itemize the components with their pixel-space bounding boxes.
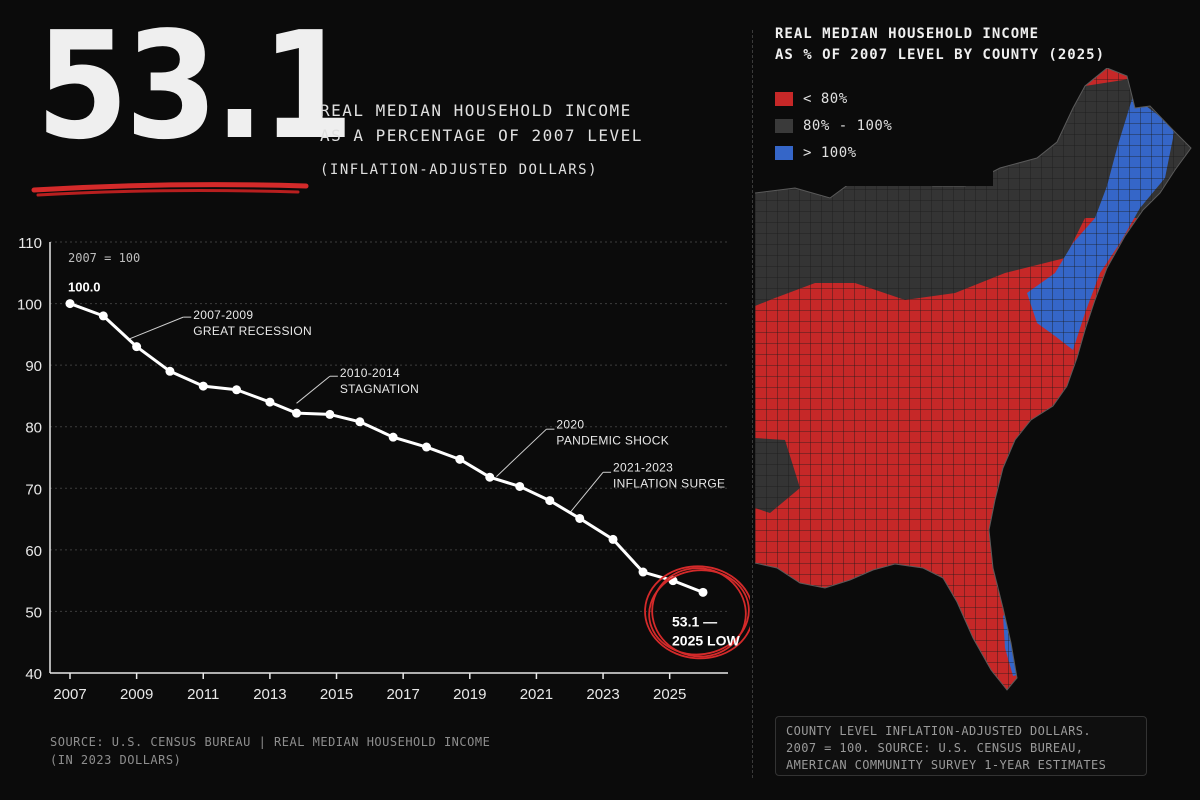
red-brush-underline bbox=[31, 182, 309, 197]
x-tick-label: 2017 bbox=[386, 686, 419, 703]
axes bbox=[49, 242, 728, 679]
hero-value: 53.1 bbox=[36, 0, 354, 172]
panel-divider bbox=[752, 30, 754, 778]
x-tick-label: 2013 bbox=[253, 686, 286, 703]
annotations: 2007-2009 GREAT RECESSION 2010-2014 STAGNAT… bbox=[129, 308, 725, 514]
data-point bbox=[698, 587, 708, 597]
annotation-label: 2020 bbox=[556, 417, 584, 431]
annotation-label: GREAT RECESSION bbox=[193, 324, 312, 338]
data-point bbox=[455, 454, 465, 464]
data-point bbox=[575, 513, 585, 523]
map-note-line-2: 2007 = 100. SOURCE: U.S. CENSUS BUREAU, bbox=[786, 741, 1084, 755]
data-point bbox=[265, 397, 275, 407]
annotation-label: 2007-2009 bbox=[193, 308, 253, 322]
data-point bbox=[545, 496, 555, 506]
map-title: REAL MEDIAN HOUSEHOLD INCOME AS % OF 200… bbox=[775, 24, 1105, 66]
data-label-low-caption: 2025 LOW bbox=[672, 632, 740, 648]
data-point bbox=[132, 342, 142, 352]
x-tick-labels: 2007 2009 2011 2013 2015 2017 2019 2021 2023 2025 bbox=[53, 686, 686, 703]
legend-swatch-gray bbox=[775, 118, 793, 133]
legend-label: 80% - 100% bbox=[803, 117, 893, 134]
data-point bbox=[421, 442, 431, 452]
headline: REAL MEDIAN HOUSEHOLD INCOME AS A PERCEN… bbox=[320, 98, 643, 183]
data-label-start: 100.0 bbox=[68, 280, 101, 295]
y-tick-label: 70 bbox=[25, 481, 42, 498]
annotation-label: 2021-2023 bbox=[613, 461, 673, 475]
data-point bbox=[485, 472, 495, 482]
data-point bbox=[388, 432, 398, 442]
highlight-circle bbox=[644, 565, 750, 660]
y-tick-label: 50 bbox=[25, 604, 42, 621]
annotation-leader bbox=[296, 375, 331, 404]
data-point bbox=[65, 299, 75, 309]
legend-label: > 100% bbox=[803, 144, 857, 161]
x-tick-label: 2009 bbox=[120, 686, 153, 703]
data-point bbox=[515, 481, 525, 491]
map-note: COUNTY LEVEL INFLATION-ADJUSTED DOLLARS.… bbox=[775, 716, 1147, 776]
annotation-label: STAGNATION bbox=[340, 382, 419, 396]
legend-swatch-red bbox=[775, 91, 793, 106]
highlight-circle bbox=[651, 567, 747, 658]
annotation-leader bbox=[129, 316, 184, 340]
map-note-line-1: COUNTY LEVEL INFLATION-ADJUSTED DOLLARS. bbox=[786, 724, 1091, 738]
legend-item-80-100: 80% - 100% bbox=[775, 112, 892, 139]
baseline-note: 2007 = 100 bbox=[68, 251, 140, 265]
x-tick-label: 2011 bbox=[187, 686, 219, 703]
data-point bbox=[98, 311, 108, 321]
data-point bbox=[232, 385, 242, 395]
y-tick-labels: 40 50 60 70 80 90 100 110 bbox=[17, 235, 42, 683]
x-tick-label: 2025 bbox=[653, 686, 686, 703]
source-note: SOURCE: U.S. CENSUS BUREAU | REAL MEDIAN… bbox=[50, 733, 490, 769]
legend-label: < 80% bbox=[803, 90, 848, 107]
series-income bbox=[65, 299, 708, 597]
highlight-circle bbox=[648, 569, 750, 656]
data-point bbox=[325, 409, 335, 419]
annotation-leader bbox=[496, 428, 547, 477]
x-tick-label: 2019 bbox=[453, 686, 486, 703]
y-tick-label: 40 bbox=[25, 666, 42, 683]
legend-swatch-blue bbox=[775, 145, 793, 160]
map-title-line-1: REAL MEDIAN HOUSEHOLD INCOME bbox=[775, 26, 1040, 42]
y-tick-label: 100 bbox=[17, 297, 42, 314]
grid-lines bbox=[50, 241, 728, 612]
map-legend: < 80% 80% - 100% > 100% bbox=[775, 85, 892, 166]
source-line-1: SOURCE: U.S. CENSUS BUREAU | REAL MEDIAN… bbox=[50, 735, 491, 749]
map-coastline bbox=[755, 68, 1192, 691]
map-title-line-2: AS % OF 2007 LEVEL BY COUNTY (2025) bbox=[775, 47, 1106, 63]
data-label-low: 53.1 — bbox=[672, 613, 717, 629]
source-line-2: (IN 2023 DOLLARS) bbox=[50, 753, 182, 767]
headline-subtitle: (INFLATION-ADJUSTED DOLLARS) bbox=[320, 162, 599, 178]
x-tick-label: 2023 bbox=[586, 686, 619, 703]
map-note-line-3: AMERICAN COMMUNITY SURVEY 1-YEAR ESTIMAT… bbox=[786, 758, 1107, 772]
data-point bbox=[165, 366, 175, 376]
legend-item-above-100: > 100% bbox=[775, 139, 892, 166]
y-tick-label: 110 bbox=[18, 235, 42, 252]
map-title-backdrop bbox=[755, 68, 993, 186]
data-labels: 100.0 53.1 — 2025 LOW bbox=[68, 280, 740, 649]
annotation-label: INFLATION SURGE bbox=[613, 477, 725, 491]
headline-line-2: AS A PERCENTAGE OF 2007 LEVEL bbox=[320, 126, 643, 145]
county-map bbox=[755, 68, 1192, 691]
annotation-label: 2010-2014 bbox=[340, 366, 400, 380]
y-tick-label: 80 bbox=[25, 420, 42, 437]
data-point bbox=[292, 408, 302, 418]
x-tick-label: 2021 bbox=[520, 686, 553, 703]
annotation-label: PANDEMIC SHOCK bbox=[556, 433, 669, 447]
data-point bbox=[355, 417, 365, 427]
headline-line-1: REAL MEDIAN HOUSEHOLD INCOME bbox=[320, 101, 632, 120]
series-line bbox=[69, 302, 704, 594]
data-point bbox=[198, 381, 208, 391]
legend-item-below-80: < 80% bbox=[775, 85, 892, 112]
annotation-leader bbox=[569, 471, 604, 514]
data-point bbox=[638, 567, 648, 577]
x-tick-label: 2015 bbox=[320, 686, 353, 703]
data-point bbox=[608, 534, 618, 544]
low-point-highlight bbox=[644, 565, 750, 660]
y-tick-label: 90 bbox=[25, 358, 42, 375]
y-tick-label: 60 bbox=[25, 543, 42, 560]
x-tick-label: 2007 bbox=[53, 686, 86, 703]
